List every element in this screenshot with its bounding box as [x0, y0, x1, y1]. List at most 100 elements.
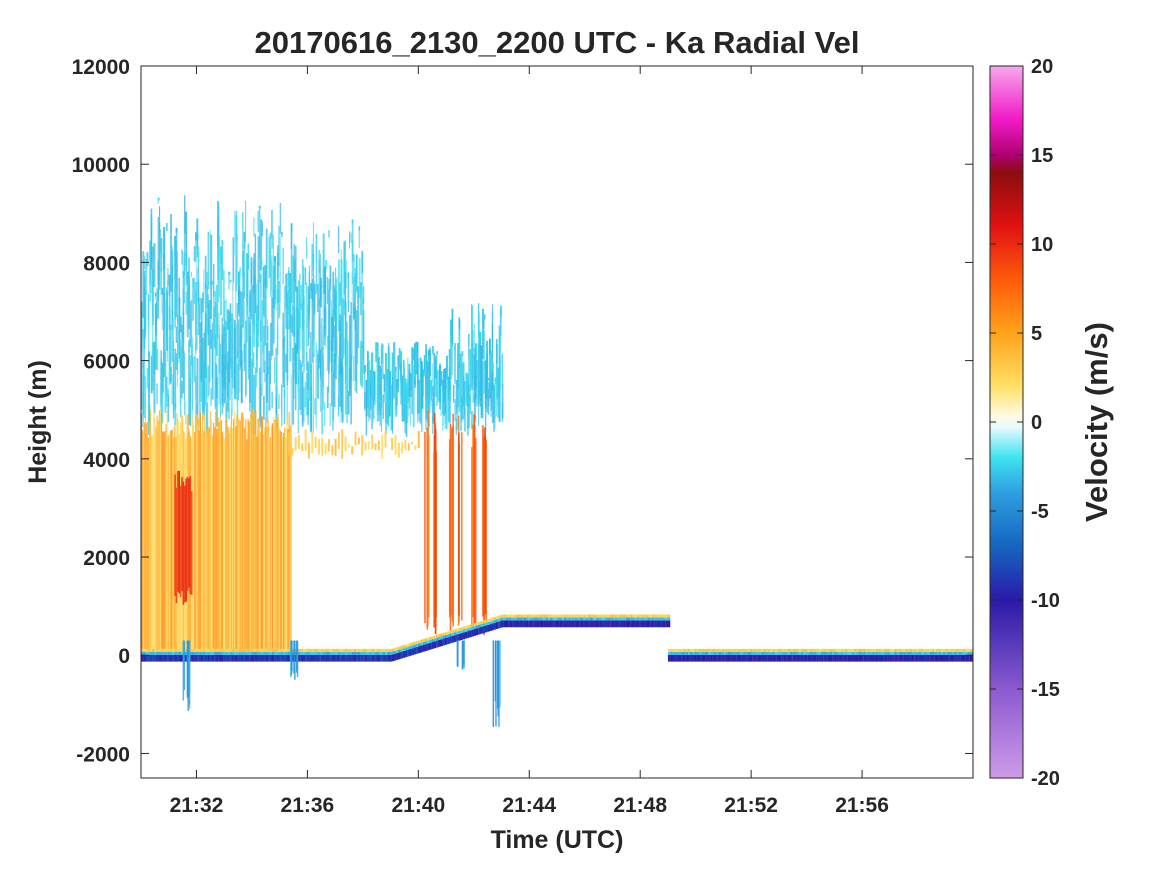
- field-cell: [487, 378, 490, 381]
- field-cell: [381, 434, 384, 459]
- field-cell: [175, 326, 178, 343]
- field-cell: [803, 651, 806, 655]
- field-cell: [298, 648, 301, 652]
- field-cell: [253, 418, 255, 652]
- field-cell: [256, 654, 259, 662]
- field-cell: [372, 370, 374, 423]
- field-cell: [727, 654, 731, 662]
- field-cell: [781, 654, 784, 662]
- field-cell: [783, 654, 786, 662]
- field-cell: [801, 648, 804, 652]
- field-cell: [568, 617, 571, 621]
- field-cell: [420, 645, 423, 653]
- field-cell: [224, 320, 227, 404]
- field-cell: [231, 428, 234, 655]
- field-cell: [471, 447, 473, 632]
- field-cell: [327, 439, 330, 452]
- field-cell: [307, 442, 310, 459]
- field-cell: [238, 319, 240, 401]
- field-cell: [394, 397, 397, 418]
- field-cell: [206, 429, 208, 653]
- field-cell: [282, 433, 285, 652]
- field-cell: [532, 617, 535, 621]
- field-cell: [141, 414, 143, 652]
- field-cell: [159, 412, 162, 654]
- field-cell: [493, 619, 497, 623]
- field-cell: [144, 422, 146, 654]
- field-cell: [164, 351, 167, 413]
- field-cell: [294, 437, 297, 451]
- field-cell: [321, 334, 323, 411]
- field-cell: [863, 654, 866, 662]
- field-cell: [240, 351, 243, 403]
- field-cell: [271, 651, 275, 655]
- y-axis-label: Height (m): [24, 360, 52, 484]
- field-cell: [163, 253, 166, 329]
- field-cell: [818, 651, 822, 655]
- field-cell: [216, 651, 219, 655]
- field-cell: [267, 648, 270, 652]
- field-cell: [484, 360, 487, 430]
- field-cell: [574, 614, 578, 618]
- field-cell: [947, 654, 950, 662]
- field-cell: [444, 637, 448, 645]
- field-cell: [229, 279, 231, 284]
- field-cell: [211, 651, 215, 655]
- field-cell: [698, 648, 702, 652]
- field-cell: [300, 654, 304, 662]
- field-cell: [840, 651, 844, 655]
- field-cell: [856, 651, 859, 655]
- field-cell: [293, 259, 296, 338]
- field-cell: [461, 640, 464, 670]
- field-cell: [896, 651, 899, 655]
- field-cell: [570, 614, 573, 618]
- field-cell: [852, 654, 855, 662]
- field-cell: [411, 648, 415, 656]
- field-cell: [243, 272, 246, 299]
- field-cell: [424, 641, 428, 645]
- field-cell: [143, 651, 146, 655]
- field-cell: [590, 620, 593, 628]
- x-tick-label: 21:48: [613, 794, 667, 817]
- field-cell: [827, 651, 831, 655]
- field-cell: [324, 443, 327, 455]
- field-cell: [364, 365, 367, 373]
- field-cell: [858, 648, 862, 652]
- field-cell: [398, 348, 401, 370]
- field-cell: [249, 294, 251, 312]
- field-cell: [439, 365, 441, 410]
- field-cell: [545, 614, 549, 618]
- field-cell: [200, 433, 203, 651]
- field-cell: [289, 298, 292, 362]
- field-cell: [872, 648, 875, 652]
- field-cell: [196, 358, 199, 424]
- field-cell: [661, 620, 664, 628]
- field-cell: [204, 255, 207, 289]
- field-cell: [418, 646, 421, 654]
- field-cell: [431, 636, 434, 640]
- field-cell: [307, 648, 310, 652]
- field-cell: [308, 347, 311, 401]
- field-cell: [267, 651, 270, 655]
- field-cell: [422, 641, 426, 645]
- field-cell: [914, 648, 917, 652]
- field-cell: [426, 453, 429, 631]
- field-cell: [269, 437, 271, 652]
- field-cell: [341, 429, 344, 459]
- field-cell: [375, 342, 378, 362]
- region-upper-cloud-downward: [141, 195, 504, 438]
- field-cell: [847, 654, 850, 662]
- field-cell: [469, 394, 472, 414]
- field-cell: [183, 640, 186, 690]
- field-cell: [270, 425, 272, 652]
- field-cell: [667, 651, 671, 655]
- field-cell: [650, 614, 653, 618]
- field-cell: [396, 650, 399, 654]
- field-cell: [142, 329, 144, 369]
- field-cell: [679, 654, 682, 662]
- field-cell: [233, 418, 235, 652]
- field-cell: [177, 314, 179, 375]
- field-cell: [146, 367, 149, 389]
- field-cell: [424, 638, 428, 642]
- field-cell: [854, 648, 857, 652]
